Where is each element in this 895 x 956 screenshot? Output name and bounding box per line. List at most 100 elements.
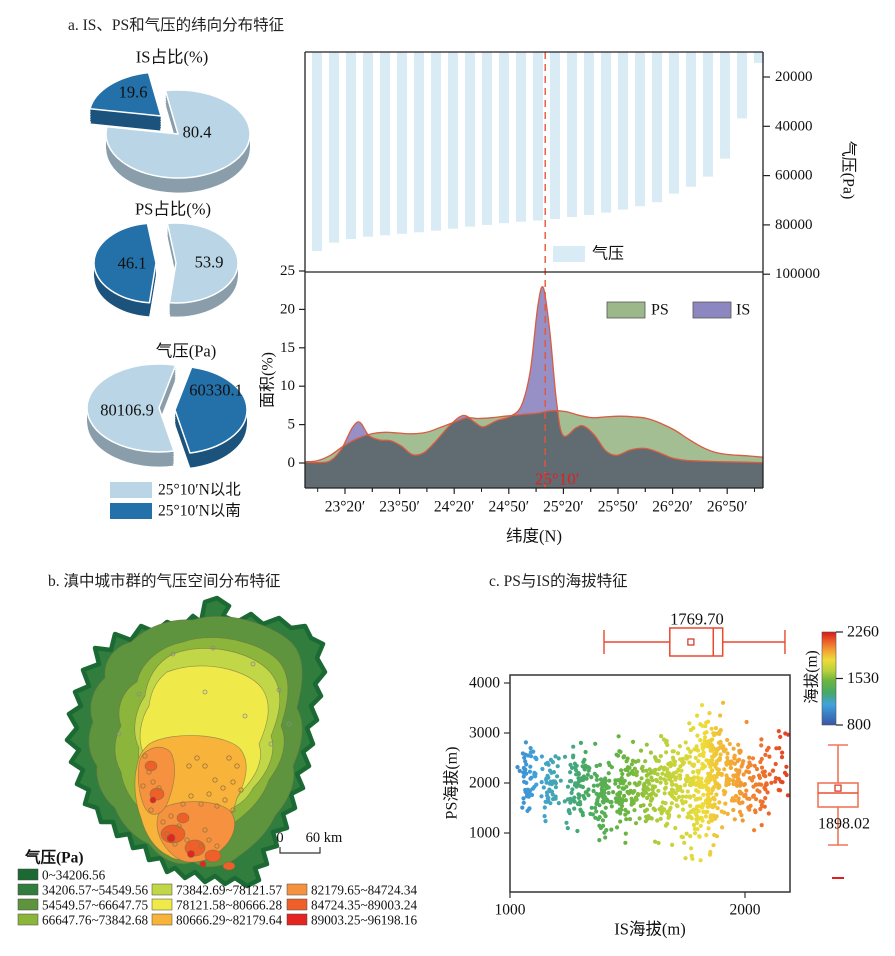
scatter-point — [696, 759, 701, 764]
scatter-point — [759, 823, 764, 828]
scatter-point — [647, 792, 652, 798]
scatter-point — [707, 801, 712, 806]
scatter-point — [619, 803, 625, 809]
scatter-point — [683, 856, 688, 861]
scatter-point — [720, 825, 725, 830]
map-class-label: 0~34206.56 — [42, 868, 106, 883]
scatter-point — [525, 788, 530, 793]
scatter-point — [697, 784, 703, 790]
x-tick-label: 26°20′ — [652, 499, 693, 516]
pie-slice-label: 46.1 — [118, 254, 147, 273]
scatter-point — [776, 729, 781, 734]
right-tick-label: 80000 — [775, 217, 813, 233]
scatter-point — [758, 799, 763, 804]
map-ring — [202, 689, 208, 695]
map-class-label: 73842.69~78121.57 — [176, 883, 282, 898]
map-ring — [206, 837, 212, 843]
scatter-point — [542, 814, 547, 819]
pie-charts: IS占比(%) 80.4 19.6 PS占比(%) 53.9 46.1 气压(Pa) 8010… — [86, 48, 251, 520]
map-ring — [150, 779, 156, 785]
scatter-point — [714, 759, 719, 764]
scatter-point — [650, 796, 655, 802]
scatter-point — [553, 785, 559, 790]
scatter-point — [617, 749, 622, 754]
scatter-point — [725, 759, 730, 764]
scatter-point — [580, 813, 586, 818]
scatter-point — [670, 842, 675, 848]
scatter-point — [656, 758, 662, 764]
scatter-point — [662, 791, 667, 796]
scatter-point — [632, 766, 638, 771]
scatter-point — [658, 776, 663, 781]
scatter-point — [580, 777, 585, 782]
scatter-point — [715, 771, 721, 776]
scatter-point — [751, 794, 756, 799]
pressure-bar — [652, 52, 662, 203]
map-ring — [286, 721, 292, 727]
scatter-point — [732, 756, 737, 761]
map-class-label: 89003.25~96198.16 — [311, 913, 417, 928]
scatter-point — [722, 767, 727, 772]
pie-slice — [174, 366, 248, 454]
scatter-point — [727, 777, 733, 782]
x-tick-label: 25°20′ — [543, 499, 584, 516]
scatter-point — [691, 762, 697, 767]
scatter-point — [659, 734, 664, 739]
scatter-point — [606, 771, 611, 776]
scatter-point — [553, 754, 558, 759]
scatter-point — [658, 780, 663, 785]
colorbar-tick-label: 800 — [847, 717, 871, 734]
scatter-point — [569, 790, 574, 796]
scatter-point — [737, 757, 742, 762]
x-tick-label: 24°50′ — [489, 499, 530, 516]
scatter-point — [655, 818, 660, 823]
scatter-point — [680, 835, 686, 840]
scatter-point — [752, 828, 757, 833]
scatter-point — [679, 798, 684, 803]
scatter-point — [689, 782, 694, 788]
scatter-point — [627, 771, 633, 776]
scatter-point — [586, 768, 591, 773]
scatter-point — [529, 754, 534, 759]
box-right-box — [817, 782, 859, 808]
is-legend-swatch — [692, 301, 732, 319]
scatter-point — [766, 745, 771, 750]
scatter-point — [688, 749, 693, 755]
scatter-point — [695, 820, 700, 826]
scatter-point — [576, 772, 582, 777]
scatter-point — [693, 831, 698, 836]
scatter-point — [701, 792, 706, 798]
scatter-point — [630, 758, 636, 763]
scatter-point — [565, 826, 570, 831]
scatter-point — [614, 799, 619, 804]
is-axis-label: IS海拔(m) — [614, 920, 686, 939]
scatter-point — [642, 808, 648, 814]
area-outline-IS — [305, 286, 763, 464]
scatter-point — [521, 800, 526, 805]
scatter-point — [784, 764, 789, 769]
scatter-point — [666, 815, 671, 820]
scatter-point — [524, 780, 529, 786]
scatter-point — [665, 742, 670, 748]
scatter-point — [729, 759, 734, 764]
scatter-point — [572, 806, 577, 811]
scatter-point — [751, 774, 756, 780]
map-ring — [210, 645, 216, 651]
scatter-point — [522, 769, 527, 775]
scatter-point — [555, 764, 560, 769]
scatter-point — [699, 776, 704, 781]
scatter-point — [603, 805, 608, 810]
latitude-marker-label: 25°10′ — [535, 470, 580, 489]
scatter-point — [593, 741, 598, 746]
scatter-point — [653, 793, 659, 798]
scatter-point — [562, 754, 568, 759]
map-ring — [168, 813, 174, 819]
map-ring — [136, 691, 142, 697]
map-ring — [148, 807, 154, 813]
scatter-point — [697, 834, 702, 839]
scatter-point — [611, 790, 616, 795]
map-ring — [226, 755, 232, 761]
pie-slice-label: 80.4 — [183, 123, 212, 142]
scatter-point — [718, 713, 723, 718]
map-ring — [176, 823, 182, 829]
